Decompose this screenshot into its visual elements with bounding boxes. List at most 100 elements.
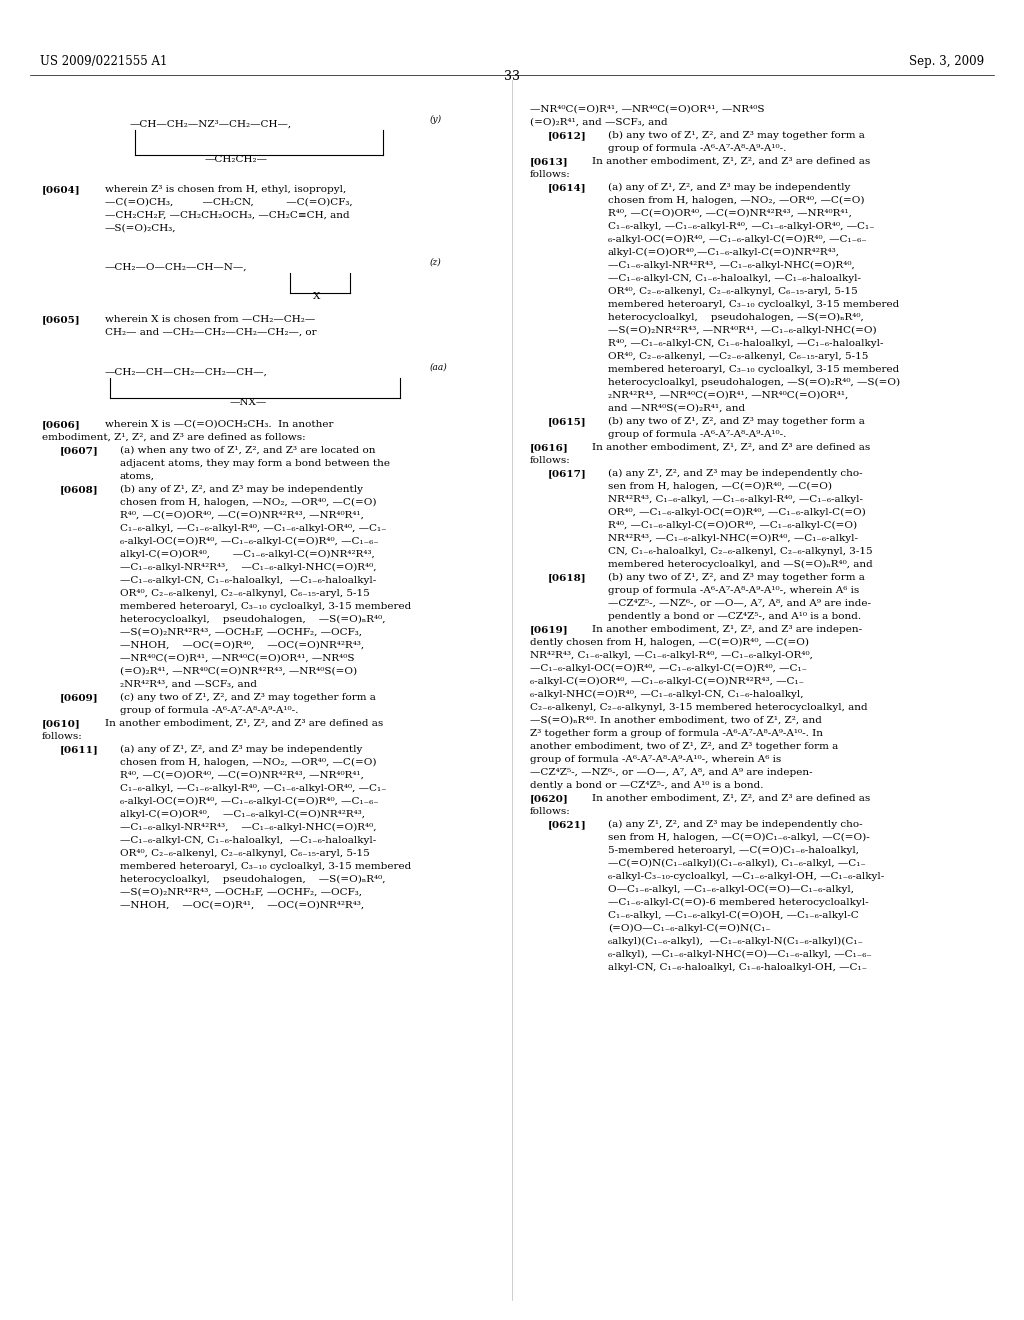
Text: R⁴⁰, —C(=O)OR⁴⁰, —C(=O)NR⁴²R⁴³, —NR⁴⁰R⁴¹,: R⁴⁰, —C(=O)OR⁴⁰, —C(=O)NR⁴²R⁴³, —NR⁴⁰R⁴¹… xyxy=(120,511,364,520)
Text: 5-membered heteroaryl, —C(=O)C₁₋₆-haloalkyl,: 5-membered heteroaryl, —C(=O)C₁₋₆-haloal… xyxy=(608,846,859,855)
Text: [0616]: [0616] xyxy=(530,444,568,451)
Text: OR⁴⁰, C₂₋₆-alkenyl, —C₂₋₆-alkenyl, C₆₋₁₅-aryl, 5-15: OR⁴⁰, C₂₋₆-alkenyl, —C₂₋₆-alkenyl, C₆₋₁₅… xyxy=(608,352,868,360)
Text: (a) any Z¹, Z², and Z³ may be independently cho-: (a) any Z¹, Z², and Z³ may be independen… xyxy=(608,469,862,478)
Text: [0615]: [0615] xyxy=(548,417,587,426)
Text: group of formula -A⁶-A⁷-A⁸-A⁹-A¹⁰-, wherein A⁶ is: group of formula -A⁶-A⁷-A⁸-A⁹-A¹⁰-, wher… xyxy=(608,586,859,595)
Text: R⁴⁰, —C₁₋₆-alkyl-C(=O)OR⁴⁰, —C₁₋₆-alkyl-C(=O): R⁴⁰, —C₁₋₆-alkyl-C(=O)OR⁴⁰, —C₁₋₆-alkyl-… xyxy=(608,521,857,531)
Text: ₆-alkyl-C(=O)OR⁴⁰, —C₁₋₆-alkyl-C(=O)NR⁴²R⁴³, —C₁₋: ₆-alkyl-C(=O)OR⁴⁰, —C₁₋₆-alkyl-C(=O)NR⁴²… xyxy=(530,677,804,686)
Text: (z): (z) xyxy=(430,257,441,267)
Text: ₆-alkyl-NHC(=O)R⁴⁰, —C₁₋₆-alkyl-CN, C₁₋₆-haloalkyl,: ₆-alkyl-NHC(=O)R⁴⁰, —C₁₋₆-alkyl-CN, C₁₋₆… xyxy=(530,690,804,700)
Text: group of formula -A⁶-A⁷-A⁸-A⁹-A¹⁰-.: group of formula -A⁶-A⁷-A⁸-A⁹-A¹⁰-. xyxy=(120,706,298,715)
Text: alkyl-CN, C₁₋₆-haloalkyl, C₁₋₆-haloalkyl-OH, —C₁₋: alkyl-CN, C₁₋₆-haloalkyl, C₁₋₆-haloalkyl… xyxy=(608,964,867,972)
Text: alkyl-C(=O)OR⁴⁰,       —C₁₋₆-alkyl-C(=O)NR⁴²R⁴³,: alkyl-C(=O)OR⁴⁰, —C₁₋₆-alkyl-C(=O)NR⁴²R⁴… xyxy=(120,550,375,560)
Text: ₆alkyl)(C₁₋₆-alkyl),  —C₁₋₆-alkyl-N(C₁₋₆-alkyl)(C₁₋: ₆alkyl)(C₁₋₆-alkyl), —C₁₋₆-alkyl-N(C₁₋₆-… xyxy=(608,937,863,946)
Text: [0608]: [0608] xyxy=(60,484,98,494)
Text: —NHOH,    —OC(=O)R⁴¹,    —OC(=O)NR⁴²R⁴³,: —NHOH, —OC(=O)R⁴¹, —OC(=O)NR⁴²R⁴³, xyxy=(120,902,365,909)
Text: —NHOH,    —OC(=O)R⁴⁰,    —OC(=O)NR⁴²R⁴³,: —NHOH, —OC(=O)R⁴⁰, —OC(=O)NR⁴²R⁴³, xyxy=(120,642,365,649)
Text: —C₁₋₆-alkyl-CN, C₁₋₆-haloalkyl,  —C₁₋₆-haloalkyl-: —C₁₋₆-alkyl-CN, C₁₋₆-haloalkyl, —C₁₋₆-ha… xyxy=(120,576,376,585)
Text: —CH₂—O—CH₂—CH—N—,: —CH₂—O—CH₂—CH—N—, xyxy=(105,263,248,272)
Text: heterocycloalkyl,    pseudohalogen,    —S(=O)ₙR⁴⁰,: heterocycloalkyl, pseudohalogen, —S(=O)ₙ… xyxy=(120,875,385,884)
Text: (a) when any two of Z¹, Z², and Z³ are located on: (a) when any two of Z¹, Z², and Z³ are l… xyxy=(120,446,376,455)
Text: [0619]: [0619] xyxy=(530,624,568,634)
Text: follows:: follows: xyxy=(42,733,83,741)
Text: [0606]: [0606] xyxy=(42,420,81,429)
Text: —CH—CH₂—NZ³—CH₂—CH—,: —CH—CH₂—NZ³—CH₂—CH—, xyxy=(130,120,292,129)
Text: chosen from H, halogen, —NO₂, —OR⁴⁰, —C(=O): chosen from H, halogen, —NO₂, —OR⁴⁰, —C(… xyxy=(120,758,377,767)
Text: ₆-alkyl-OC(=O)R⁴⁰, —C₁₋₆-alkyl-C(=O)R⁴⁰, —C₁₋₆₋: ₆-alkyl-OC(=O)R⁴⁰, —C₁₋₆-alkyl-C(=O)R⁴⁰,… xyxy=(120,537,379,546)
Text: chosen from H, halogen, —NO₂, —OR⁴⁰, —C(=O): chosen from H, halogen, —NO₂, —OR⁴⁰, —C(… xyxy=(608,195,864,205)
Text: C₁₋₆-alkyl, —C₁₋₆-alkyl-R⁴⁰, —C₁₋₆-alkyl-OR⁴⁰, —C₁₋: C₁₋₆-alkyl, —C₁₋₆-alkyl-R⁴⁰, —C₁₋₆-alkyl… xyxy=(608,222,874,231)
Text: follows:: follows: xyxy=(530,455,570,465)
Text: (a) any Z¹, Z², and Z³ may be independently cho-: (a) any Z¹, Z², and Z³ may be independen… xyxy=(608,820,862,829)
Text: [0604]: [0604] xyxy=(42,185,81,194)
Text: [0618]: [0618] xyxy=(548,573,587,582)
Text: wherein Z³ is chosen from H, ethyl, isopropyl,: wherein Z³ is chosen from H, ethyl, isop… xyxy=(105,185,346,194)
Text: wherein X is chosen from —CH₂—CH₂—: wherein X is chosen from —CH₂—CH₂— xyxy=(105,315,315,323)
Text: follows:: follows: xyxy=(530,807,570,816)
Text: O—C₁₋₆-alkyl, —C₁₋₆-alkyl-OC(=O)—C₁₋₆-alkyl,: O—C₁₋₆-alkyl, —C₁₋₆-alkyl-OC(=O)—C₁₋₆-al… xyxy=(608,884,854,894)
Text: ₆-alkyl-C₃₋₁₀-cycloalkyl, —C₁₋₆-alkyl-OH, —C₁₋₆-alkyl-: ₆-alkyl-C₃₋₁₀-cycloalkyl, —C₁₋₆-alkyl-OH… xyxy=(608,873,885,880)
Text: membered heteroaryl, C₃₋₁₀ cycloalkyl, 3-15 membered: membered heteroaryl, C₃₋₁₀ cycloalkyl, 3… xyxy=(120,602,412,611)
Text: —CH₂CH₂—: —CH₂CH₂— xyxy=(205,154,268,164)
Text: —S(=O)₂NR⁴²R⁴³, —OCH₂F, —OCHF₂, —OCF₃,: —S(=O)₂NR⁴²R⁴³, —OCH₂F, —OCHF₂, —OCF₃, xyxy=(120,628,362,638)
Text: [0607]: [0607] xyxy=(60,446,98,455)
Text: —CZ⁴Z⁵-, —NZ⁶-, or —O—, A⁷, A⁸, and A⁹ are inde-: —CZ⁴Z⁵-, —NZ⁶-, or —O—, A⁷, A⁸, and A⁹ a… xyxy=(608,599,871,609)
Text: (aa): (aa) xyxy=(430,363,447,372)
Text: membered heterocycloalkyl, and —S(=O)ₙR⁴⁰, and: membered heterocycloalkyl, and —S(=O)ₙR⁴… xyxy=(608,560,872,569)
Text: —C₁₋₆-alkyl-CN, C₁₋₆-haloalkyl, —C₁₋₆-haloalkyl-: —C₁₋₆-alkyl-CN, C₁₋₆-haloalkyl, —C₁₋₆-ha… xyxy=(608,275,861,282)
Text: C₁₋₆-alkyl, —C₁₋₆-alkyl-R⁴⁰, —C₁₋₆-alkyl-OR⁴⁰, —C₁₋: C₁₋₆-alkyl, —C₁₋₆-alkyl-R⁴⁰, —C₁₋₆-alkyl… xyxy=(120,784,387,793)
Text: dently chosen from H, halogen, —C(=O)R⁴⁰, —C(=O): dently chosen from H, halogen, —C(=O)R⁴⁰… xyxy=(530,638,809,647)
Text: group of formula -A⁶-A⁷-A⁸-A⁹-A¹⁰-.: group of formula -A⁶-A⁷-A⁸-A⁹-A¹⁰-. xyxy=(608,430,786,440)
Text: —C₁₋₆-alkyl-NR⁴²R⁴³,    —C₁₋₆-alkyl-NHC(=O)R⁴⁰,: —C₁₋₆-alkyl-NR⁴²R⁴³, —C₁₋₆-alkyl-NHC(=O)… xyxy=(120,564,377,572)
Text: —NR⁴⁰C(=O)R⁴¹, —NR⁴⁰C(=O)OR⁴¹, —NR⁴⁰S: —NR⁴⁰C(=O)R⁴¹, —NR⁴⁰C(=O)OR⁴¹, —NR⁴⁰S xyxy=(530,106,765,114)
Text: pendently a bond or —CZ⁴Z⁵-, and A¹⁰ is a bond.: pendently a bond or —CZ⁴Z⁵-, and A¹⁰ is … xyxy=(608,612,861,620)
Text: [0617]: [0617] xyxy=(548,469,587,478)
Text: —NR⁴⁰C(=O)R⁴¹, —NR⁴⁰C(=O)OR⁴¹, —NR⁴⁰S: —NR⁴⁰C(=O)R⁴¹, —NR⁴⁰C(=O)OR⁴¹, —NR⁴⁰S xyxy=(120,653,354,663)
Text: —CH₂CH₂F, —CH₂CH₂OCH₃, —CH₂C≡CH, and: —CH₂CH₂F, —CH₂CH₂OCH₃, —CH₂C≡CH, and xyxy=(105,211,349,220)
Text: [0613]: [0613] xyxy=(530,157,568,166)
Text: OR⁴⁰, C₂₋₆-alkenyl, C₂₋₆-alkynyl, C₆₋₁₅-aryl, 5-15: OR⁴⁰, C₂₋₆-alkenyl, C₂₋₆-alkynyl, C₆₋₁₅-… xyxy=(608,286,858,296)
Text: C₁₋₆-alkyl, —C₁₋₆-alkyl-R⁴⁰, —C₁₋₆-alkyl-OR⁴⁰, —C₁₋: C₁₋₆-alkyl, —C₁₋₆-alkyl-R⁴⁰, —C₁₋₆-alkyl… xyxy=(120,524,387,533)
Text: (b) any of Z¹, Z², and Z³ may be independently: (b) any of Z¹, Z², and Z³ may be indepen… xyxy=(120,484,362,494)
Text: (a) any of Z¹, Z², and Z³ may be independently: (a) any of Z¹, Z², and Z³ may be indepen… xyxy=(120,744,362,754)
Text: (=O)O—C₁₋₆-alkyl-C(=O)N(C₁₋: (=O)O—C₁₋₆-alkyl-C(=O)N(C₁₋ xyxy=(608,924,771,933)
Text: (b) any two of Z¹, Z², and Z³ may together form a: (b) any two of Z¹, Z², and Z³ may togeth… xyxy=(608,131,865,140)
Text: —C₁₋₆-alkyl-OC(=O)R⁴⁰, —C₁₋₆-alkyl-C(=O)R⁴⁰, —C₁₋: —C₁₋₆-alkyl-OC(=O)R⁴⁰, —C₁₋₆-alkyl-C(=O)… xyxy=(530,664,807,673)
Text: [0612]: [0612] xyxy=(548,131,587,140)
Text: ₆-alkyl), —C₁₋₆-alkyl-NHC(=O)—C₁₋₆-alkyl, —C₁₋₆₋: ₆-alkyl), —C₁₋₆-alkyl-NHC(=O)—C₁₋₆-alkyl… xyxy=(608,950,871,960)
Text: embodiment, Z¹, Z², and Z³ are defined as follows:: embodiment, Z¹, Z², and Z³ are defined a… xyxy=(42,433,305,442)
Text: OR⁴⁰, C₂₋₆-alkenyl, C₂₋₆-alkynyl, C₆₋₁₅-aryl, 5-15: OR⁴⁰, C₂₋₆-alkenyl, C₂₋₆-alkynyl, C₆₋₁₅-… xyxy=(120,849,370,858)
Text: alkyl-C(=O)OR⁴⁰,—C₁₋₆-alkyl-C(=O)NR⁴²R⁴³,: alkyl-C(=O)OR⁴⁰,—C₁₋₆-alkyl-C(=O)NR⁴²R⁴³… xyxy=(608,248,840,257)
Text: (b) any two of Z¹, Z², and Z³ may together form a: (b) any two of Z¹, Z², and Z³ may togeth… xyxy=(608,417,865,426)
Text: [0621]: [0621] xyxy=(548,820,587,829)
Text: —CZ⁴Z⁵-, —NZ⁶-, or —O—, A⁷, A⁸, and A⁹ are indepen-: —CZ⁴Z⁵-, —NZ⁶-, or —O—, A⁷, A⁸, and A⁹ a… xyxy=(530,768,813,777)
Text: group of formula -A⁶-A⁷-A⁸-A⁹-A¹⁰-.: group of formula -A⁶-A⁷-A⁸-A⁹-A¹⁰-. xyxy=(608,144,786,153)
Text: —C₁₋₆-alkyl-NR⁴²R⁴³, —C₁₋₆-alkyl-NHC(=O)R⁴⁰,: —C₁₋₆-alkyl-NR⁴²R⁴³, —C₁₋₆-alkyl-NHC(=O)… xyxy=(608,261,855,271)
Text: R⁴⁰, —C(=O)OR⁴⁰, —C(=O)NR⁴²R⁴³, —NR⁴⁰R⁴¹,: R⁴⁰, —C(=O)OR⁴⁰, —C(=O)NR⁴²R⁴³, —NR⁴⁰R⁴¹… xyxy=(120,771,364,780)
Text: sen from H, halogen, —C(=O)R⁴⁰, —C(=O): sen from H, halogen, —C(=O)R⁴⁰, —C(=O) xyxy=(608,482,831,491)
Text: sen from H, halogen, —C(=O)C₁₋₆-alkyl, —C(=O)-: sen from H, halogen, —C(=O)C₁₋₆-alkyl, —… xyxy=(608,833,869,842)
Text: In another embodiment, Z¹, Z², and Z³ are defined as: In another embodiment, Z¹, Z², and Z³ ar… xyxy=(592,444,870,451)
Text: alkyl-C(=O)OR⁴⁰,    —C₁₋₆-alkyl-C(=O)NR⁴²R⁴³,: alkyl-C(=O)OR⁴⁰, —C₁₋₆-alkyl-C(=O)NR⁴²R⁴… xyxy=(120,810,365,820)
Text: follows:: follows: xyxy=(530,170,570,180)
Text: R⁴⁰, —C₁₋₆-alkyl-CN, C₁₋₆-haloalkyl, —C₁₋₆-haloalkyl-: R⁴⁰, —C₁₋₆-alkyl-CN, C₁₋₆-haloalkyl, —C₁… xyxy=(608,339,884,348)
Text: —C₁₋₆-alkyl-CN, C₁₋₆-haloalkyl,  —C₁₋₆-haloalkyl-: —C₁₋₆-alkyl-CN, C₁₋₆-haloalkyl, —C₁₋₆-ha… xyxy=(120,836,376,845)
Text: (a) any of Z¹, Z², and Z³ may be independently: (a) any of Z¹, Z², and Z³ may be indepen… xyxy=(608,183,850,193)
Text: adjacent atoms, they may form a bond between the: adjacent atoms, they may form a bond bet… xyxy=(120,459,390,469)
Text: (c) any two of Z¹, Z², and Z³ may together form a: (c) any two of Z¹, Z², and Z³ may togeth… xyxy=(120,693,376,702)
Text: —CH₂—CH—CH₂—CH₂—CH—,: —CH₂—CH—CH₂—CH₂—CH—, xyxy=(105,368,268,378)
Text: atoms,: atoms, xyxy=(120,473,155,480)
Text: In another embodiment, Z¹, Z², and Z³ are defined as: In another embodiment, Z¹, Z², and Z³ ar… xyxy=(105,719,383,729)
Text: —S(=O)₂CH₃,: —S(=O)₂CH₃, xyxy=(105,224,176,234)
Text: CH₂— and —CH₂—CH₂—CH₂—CH₂—, or: CH₂— and —CH₂—CH₂—CH₂—CH₂—, or xyxy=(105,327,316,337)
Text: 33: 33 xyxy=(504,70,520,83)
Text: NR⁴²R⁴³, C₁₋₆-alkyl, —C₁₋₆-alkyl-R⁴⁰, —C₁₋₆-alkyl-: NR⁴²R⁴³, C₁₋₆-alkyl, —C₁₋₆-alkyl-R⁴⁰, —C… xyxy=(608,495,863,504)
Text: —C₁₋₆-alkyl-C(=O)-6 membered heterocycloalkyl-: —C₁₋₆-alkyl-C(=O)-6 membered heterocyclo… xyxy=(608,898,868,907)
Text: [0605]: [0605] xyxy=(42,315,81,323)
Text: Sep. 3, 2009: Sep. 3, 2009 xyxy=(909,55,984,69)
Text: C₁₋₆-alkyl, —C₁₋₆-alkyl-C(=O)OH, —C₁₋₆-alkyl-C: C₁₋₆-alkyl, —C₁₋₆-alkyl-C(=O)OH, —C₁₋₆-a… xyxy=(608,911,859,920)
Text: (b) any two of Z¹, Z², and Z³ may together form a: (b) any two of Z¹, Z², and Z³ may togeth… xyxy=(608,573,865,582)
Text: —S(=O)₂NR⁴²R⁴³, —NR⁴⁰R⁴¹, —C₁₋₆-alkyl-NHC(=O): —S(=O)₂NR⁴²R⁴³, —NR⁴⁰R⁴¹, —C₁₋₆-alkyl-NH… xyxy=(608,326,877,335)
Text: In another embodiment, Z¹, Z², and Z³ are defined as: In another embodiment, Z¹, Z², and Z³ ar… xyxy=(592,157,870,166)
Text: (=O)₂R⁴¹, —NR⁴⁰C(=O)NR⁴²R⁴³, —NR⁴⁰S(=O): (=O)₂R⁴¹, —NR⁴⁰C(=O)NR⁴²R⁴³, —NR⁴⁰S(=O) xyxy=(120,667,357,676)
